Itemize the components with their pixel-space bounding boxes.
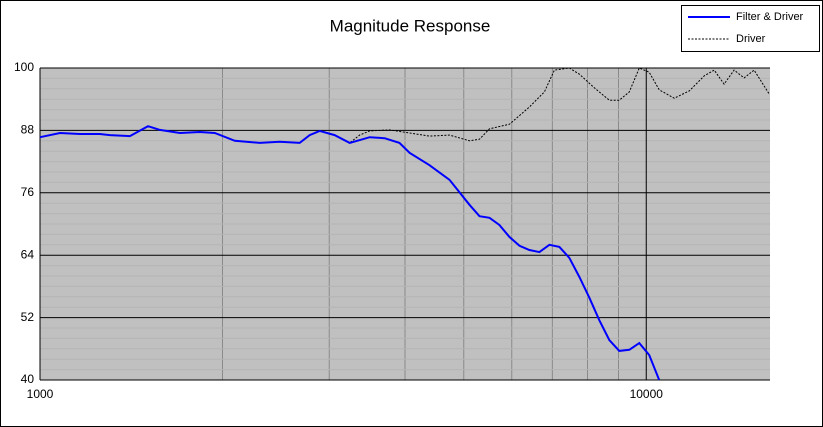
y-tick-label: 76 [21,185,35,199]
y-tick-label: 40 [21,372,35,386]
series-line [39,125,661,381]
y-tick-label: 100 [14,60,34,74]
legend-box [681,5,820,52]
y-tick-label: 88 [21,123,35,137]
chart-title: Magnitude Response [330,16,491,35]
legend-label: Driver [736,33,766,45]
x-tick-label: 10000 [630,387,664,401]
legend-label: Filter & Driver [736,11,804,23]
x-tick-label: 1000 [27,387,54,401]
y-tick-label: 64 [21,247,35,261]
y-tick-label: 52 [21,310,35,324]
